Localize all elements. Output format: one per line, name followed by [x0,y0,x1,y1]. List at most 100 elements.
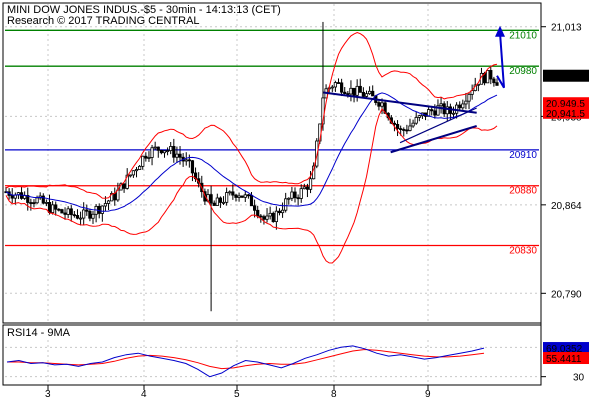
candle-body [122,183,126,189]
candle-body [106,200,111,204]
candle-body [153,146,157,149]
candle-body [172,146,176,158]
rsi-last-tag: 69.0352 [546,344,583,355]
candle-body [414,117,418,124]
last-price-tag: 20,972 [546,72,577,83]
candle-body [268,212,272,217]
candle-body [78,217,83,220]
candle-body [57,208,61,211]
triangle-inner-line [399,107,477,144]
candle-body [231,191,235,196]
candle-body [280,209,285,214]
candles [4,21,499,312]
candle-body [243,194,247,198]
candle-body [271,212,275,223]
candle-body [141,155,145,167]
bollinger-upper [5,31,498,199]
candle-body [464,100,468,105]
y-tick-label: 20,790 [551,289,582,300]
candle-body [439,103,443,107]
candle-body [215,197,219,206]
candle-body [218,197,223,203]
candle-body [340,82,344,93]
candle-body [110,193,114,202]
candle-body [361,91,365,97]
level-label-20880: 20880 [509,186,537,197]
candle-body [150,147,154,158]
level-lines: 210502101020980209102088020830 [5,29,539,256]
candle-body [333,82,338,88]
candle-body [277,210,282,214]
candle-body [256,209,260,217]
candle-body [240,195,244,198]
candle-body [364,93,369,97]
candle-body [35,197,39,204]
x-tick-label: 8 [331,389,337,400]
triangle-lower-line [390,124,477,154]
candle-body [113,193,117,201]
candle-body [51,204,55,213]
candle-body [305,186,310,190]
candle-body [461,103,465,109]
candle-body [175,153,179,158]
candle-body [451,112,456,115]
candle-body [467,93,471,102]
forecast-arrow [496,32,505,89]
chart-title: MINI DOW JONES INDUS.-$5 - 30min - 14:13… [7,4,281,16]
candle-body [299,188,303,199]
candle-body [29,202,33,204]
candle-body [290,191,294,199]
candle-body [63,212,67,215]
candle-body [262,216,266,220]
rsi-panel [2,324,542,386]
candle-body [355,85,359,96]
candle-body [144,155,148,159]
bollinger-upper-tag: 20,949.5 [546,99,585,110]
candle-body [134,169,139,172]
candle-body [436,105,440,116]
candle-body [184,159,188,162]
candle-body [103,203,108,207]
candle-body [187,159,191,162]
candle-body [147,157,151,159]
triangle-upper-line [323,91,477,114]
y-tick-label: 21,013 [551,23,582,34]
candle-body [85,209,89,212]
moving-average [5,92,498,212]
candle-body [178,153,182,158]
triangle-pattern [323,25,505,154]
candle-body [72,214,76,217]
level-label-21010: 21010 [509,30,537,41]
level-label-20830: 20830 [509,245,537,256]
candle-body [402,129,406,131]
candle-body [458,104,462,109]
y-tick-label: 20,864 [551,201,582,212]
candle-body [41,195,45,204]
bollinger-upper-tag-bg [543,97,589,110]
candle-body [159,149,163,154]
candle-body [293,191,297,199]
candle-body [10,195,14,199]
candle-body [259,215,263,218]
chart-subtitle: Research © 2017 TRADING CENTRAL [7,15,200,27]
candle-body [54,204,58,210]
rsi-ma-last-tag-bg [543,352,589,365]
candle-body [492,78,496,84]
candle-body [411,122,415,127]
candle-body [367,90,372,95]
bollinger-lower-tag-bg [543,106,589,119]
candle-body [346,93,350,95]
candle-body [430,109,434,112]
candle-body [82,209,86,219]
candle-body [97,205,101,214]
candle-body [405,129,409,132]
candle-body [408,125,412,131]
candle-body [417,115,421,118]
candle-body [358,85,362,93]
candle-body [66,208,70,215]
candle-body [349,87,353,95]
candle-body [489,70,493,80]
candle-body [308,178,313,190]
